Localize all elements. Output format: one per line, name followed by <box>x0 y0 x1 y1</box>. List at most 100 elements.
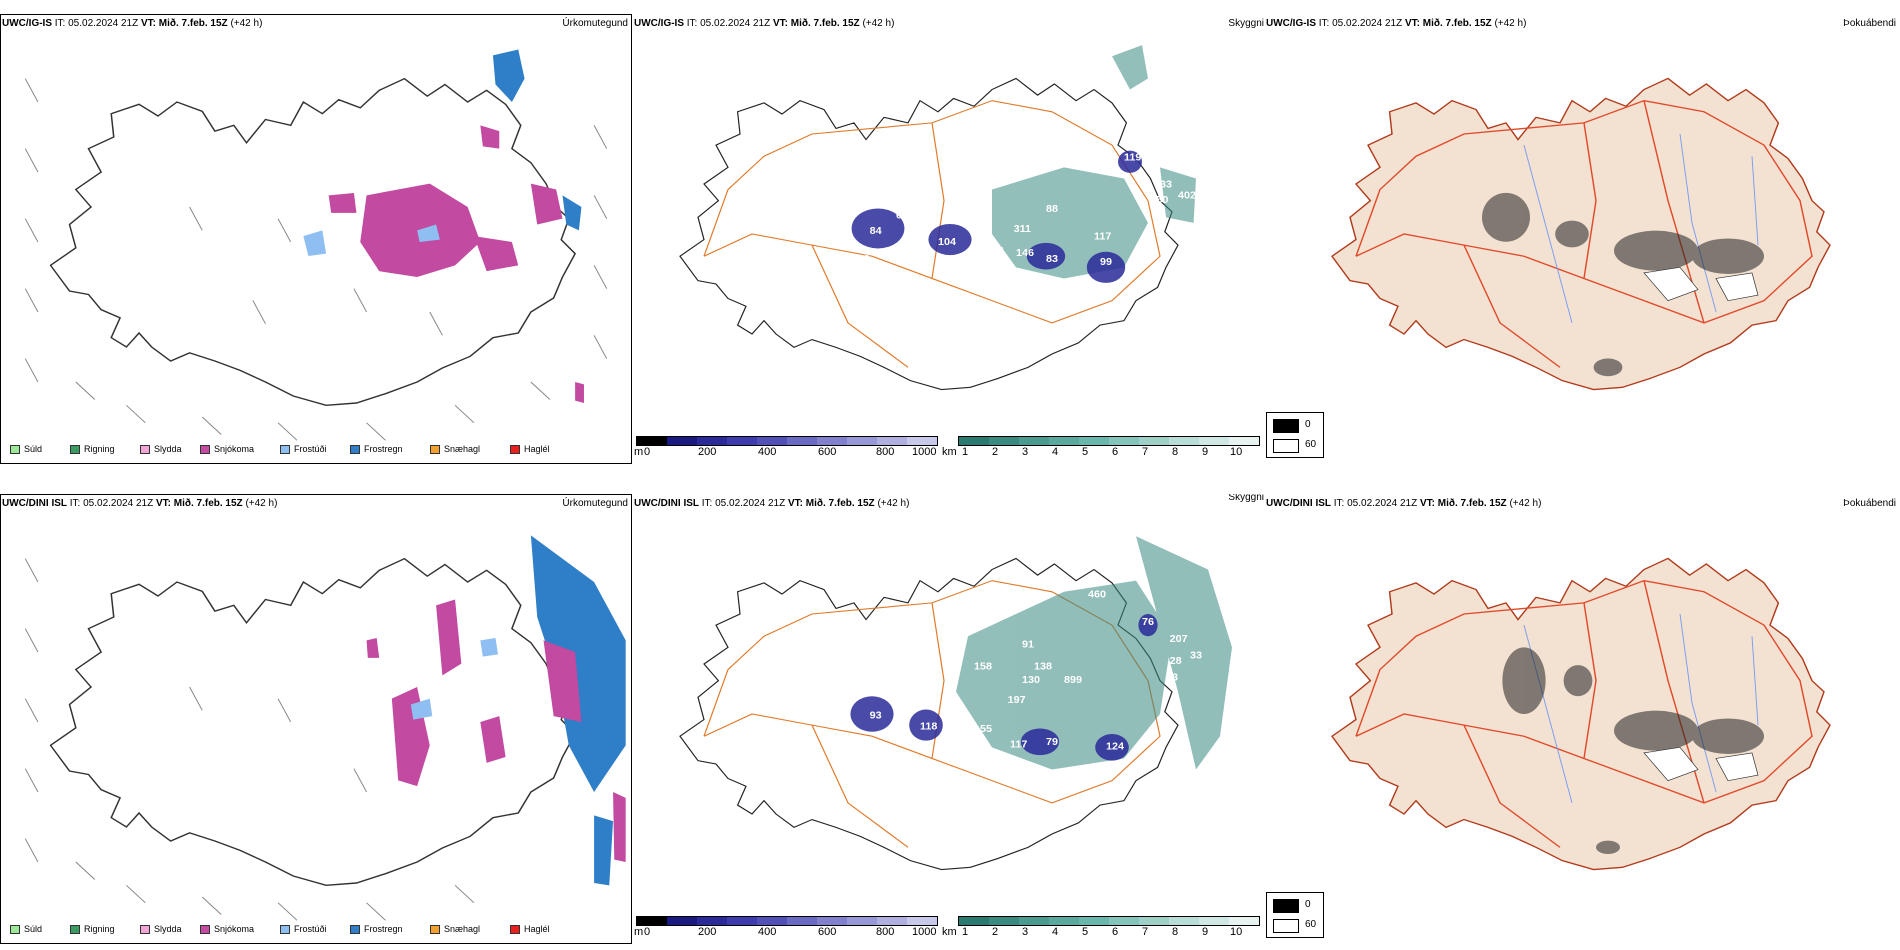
legend-swatch <box>10 444 20 454</box>
ceiling-label: 69 <box>1004 171 1016 182</box>
precip-type-panel-bottom: UWC/DINI ISL IT: 05.02.2024 21Z VT: Mið.… <box>0 494 632 944</box>
ceiling-label: 84 <box>870 226 882 237</box>
cloud-base-colorbar <box>636 916 938 926</box>
precip-freezing-rain <box>492 49 582 231</box>
tick-label: 7 <box>1142 926 1149 938</box>
visibility-colorbar <box>958 436 1260 446</box>
wind-barbs <box>24 78 608 441</box>
legend-swatch <box>200 924 210 934</box>
unit-label: m <box>634 446 644 458</box>
ceiling-label: 146 <box>1016 249 1034 260</box>
tick-label: 1000 <box>912 926 937 938</box>
ceiling-label: 93 <box>870 711 882 722</box>
roads <box>703 100 1161 368</box>
panel-title: UWC/DINI ISL IT: 05.02.2024 21Z VT: Mið.… <box>634 498 910 509</box>
ceiling-label: 117 <box>1010 740 1028 751</box>
legend-label: Súld <box>24 924 43 934</box>
ceiling-label: 207 <box>1170 634 1188 645</box>
map-frame <box>0 494 632 944</box>
tick-label: 8 <box>1172 926 1179 938</box>
tick-label: 2 <box>992 446 999 458</box>
tick-label: 800 <box>876 446 895 458</box>
ceiling-label: 450 <box>1150 195 1168 206</box>
cloud-base-field <box>850 614 1158 761</box>
ceiling-label: 118 <box>920 722 938 733</box>
fog-legend-top: 0 60 <box>1266 412 1324 458</box>
ceiling-label: 61 <box>896 211 908 222</box>
panel-title: UWC/IG-IS IT: 05.02.2024 21Z VT: Mið. 7.… <box>634 18 895 29</box>
legend-swatch <box>70 444 80 454</box>
panel-variable: Skyggni <box>1228 494 1264 503</box>
legend-label: Snæhagl <box>444 924 481 934</box>
ceiling-label: 85 <box>974 182 986 193</box>
precip-freezing-rain <box>530 535 626 886</box>
legend-swatch <box>510 924 520 934</box>
ceiling-label: 88 <box>1046 204 1058 215</box>
tick-label: 400 <box>758 446 777 458</box>
fog-legend-bottom: 0 60 <box>1266 892 1324 938</box>
rivers <box>1523 133 1759 323</box>
precip-legend: Súld Rigning Slydda Snjókoma Frostúði Fr… <box>4 924 624 938</box>
glaciers <box>1643 746 1759 782</box>
tick-label: 3 <box>1022 926 1029 938</box>
legend-label: Haglél <box>524 924 550 934</box>
unit-label: km <box>942 926 957 938</box>
tick-label: 0 <box>644 926 651 938</box>
ceiling-label: 50 <box>1152 211 1164 222</box>
tick-label: 7 <box>1142 446 1149 458</box>
tick-label: 4 <box>1052 926 1059 938</box>
tick-label: 1 <box>962 926 969 938</box>
legend-label: 0 <box>1305 899 1311 910</box>
legend-swatch <box>280 924 290 934</box>
legend-swatch <box>280 444 290 454</box>
fog-field <box>1502 647 1764 854</box>
iceland-map <box>1331 77 1831 391</box>
visibility-panel-bottom: UWC/DINI ISL IT: 05.02.2024 21Z VT: Mið.… <box>632 494 1264 944</box>
precip-snow <box>366 599 626 862</box>
tick-label: 0 <box>644 446 651 458</box>
legend-label: Slydda <box>154 924 182 934</box>
legend-label: Haglél <box>524 444 550 454</box>
legend-label: Frostregn <box>364 444 403 454</box>
ceiling-label: 402 <box>1178 191 1196 202</box>
legend-label: Frostúði <box>294 444 327 454</box>
panel-variable: Skyggni <box>1228 18 1264 29</box>
tick-label: 400 <box>758 926 777 938</box>
tick-label: 5 <box>1082 926 1089 938</box>
precip-freezing-drizzle <box>410 638 499 720</box>
legend-swatch <box>350 924 360 934</box>
legend-swatch <box>430 444 440 454</box>
legend-swatch <box>1273 419 1299 433</box>
ceiling-label: 76 <box>1142 617 1154 628</box>
legend-swatch <box>140 924 150 934</box>
tick-label: 2 <box>992 926 999 938</box>
legend-label: Rigning <box>84 444 115 454</box>
tick-label: 200 <box>698 446 717 458</box>
fog-panel-top: UWC/IG-IS IT: 05.02.2024 21Z VT: Mið. 7.… <box>1264 14 1900 464</box>
iceland-map <box>24 535 626 921</box>
ceiling-label: 899 <box>1064 675 1082 686</box>
ceiling-label: 28 <box>1170 656 1182 667</box>
legend-swatch <box>350 444 360 454</box>
legend-swatch <box>1273 439 1299 453</box>
ceiling-label: 33 <box>1160 180 1172 191</box>
panel-variable: Þokuábendi <box>1843 18 1896 29</box>
visibility-colorbar <box>958 916 1260 926</box>
tick-label: 3 <box>1022 446 1029 458</box>
ceiling-label: 13 <box>1166 673 1178 684</box>
ceiling-label: 36 <box>992 246 1004 257</box>
ceiling-label: 79 <box>1046 737 1058 748</box>
ceiling-label: 138 <box>1034 662 1052 673</box>
legend-swatch <box>1273 919 1299 933</box>
tick-label: 5 <box>1082 446 1089 458</box>
legend-label: Snjókoma <box>214 444 255 454</box>
fog-panel-bottom: UWC/DINI ISL IT: 05.02.2024 21Z VT: Mið.… <box>1264 494 1900 944</box>
ceiling-label: 91 <box>1022 640 1034 651</box>
legend-label: Súld <box>24 444 43 454</box>
legend-label: Slydda <box>154 444 182 454</box>
ceiling-labels: 119 33 450 402 50 84 104 83 36 146 83 31… <box>858 153 1197 268</box>
legend-label: 60 <box>1305 919 1317 930</box>
panel-variable: Úrkomutegund <box>562 498 628 509</box>
ceiling-label: 99 <box>1100 257 1112 268</box>
unit-label: km <box>942 446 957 458</box>
